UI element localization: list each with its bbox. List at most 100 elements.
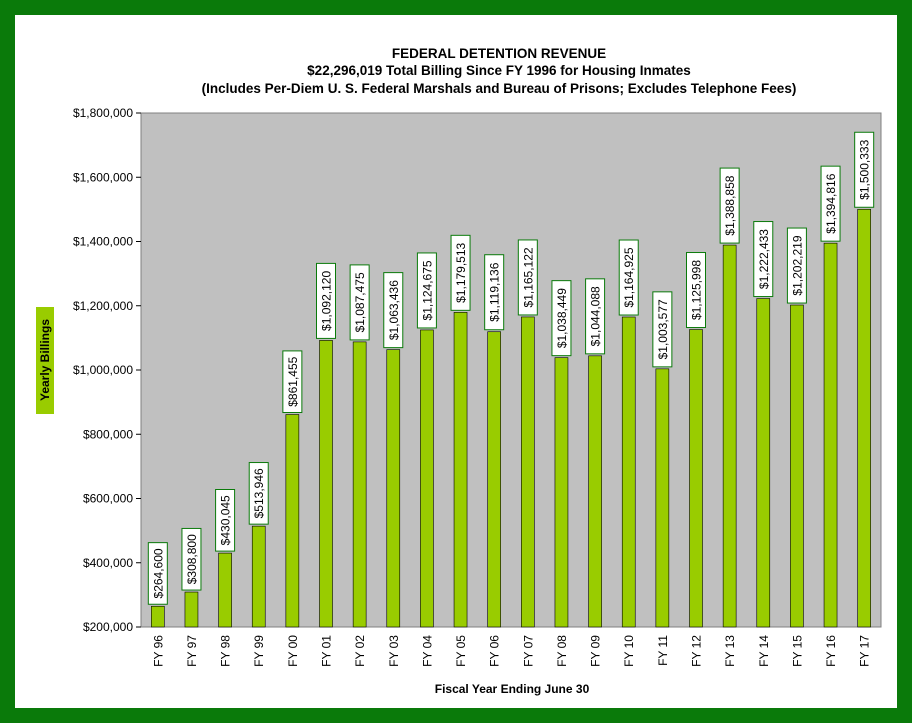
bar [251,525,266,628]
data-label-text: $1,500,333 [858,139,872,199]
data-label-text: $264,600 [151,548,165,598]
bar [823,242,838,628]
data-label-box [551,280,572,357]
x-tick-label: FY 17 [858,635,872,667]
y-tick-label: $400,000 [83,556,133,570]
data-label: $264,600 [147,542,168,605]
data-label-text: $1,003,577 [656,299,670,359]
data-label: $1,500,333 [854,131,875,208]
data-label: $1,124,675 [416,252,437,329]
y-axis-title: Yearly Billings [36,307,54,414]
x-tick-label: FY 08 [555,635,569,667]
x-tick-label: FY 10 [622,635,636,667]
data-label: $1,179,513 [450,234,471,311]
chart-subtitle: $22,296,019 Total Billing Since FY 1996 … [307,63,691,78]
data-label: $1,003,577 [652,291,673,368]
x-tick-label: FY 04 [420,635,434,667]
x-tick-label: FY 99 [252,635,266,667]
x-axis-categories: FY 96 FY 97 FY 98 FY 99 FY 00 FY 01 FY 02 FY 03… [151,635,871,667]
data-label: $1,038,449 [551,280,572,357]
bar [218,552,232,628]
bar [554,357,569,628]
x-tick-label: FY 98 [219,635,233,667]
bar [857,208,871,628]
data-label-box [585,278,606,355]
x-tick-label: FY 06 [488,635,502,667]
x-tick-label: FY 11 [656,635,670,666]
data-label-text: $1,092,120 [320,271,334,331]
data-label-text: $1,179,513 [454,242,468,302]
data-label-box [652,291,673,368]
data-label-text: $1,038,449 [555,288,569,348]
bar [151,605,165,628]
x-tick-label: FY 96 [151,635,165,667]
data-label: $430,045 [215,488,236,552]
bar [386,349,401,628]
data-label-box [147,542,168,605]
bar [352,341,367,628]
data-label-box [349,264,370,341]
bar [420,329,434,628]
data-label-box [753,221,774,298]
data-label: $1,394,816 [820,165,841,242]
data-label-box [248,462,269,525]
data-label-box [719,167,740,244]
data-label-box [450,234,471,311]
data-label-box [686,252,706,329]
data-label-text: $1,388,858 [723,175,737,235]
data-label-text: $1,164,925 [622,247,636,307]
bar [722,244,737,628]
data-label-text: $861,455 [286,356,300,406]
x-axis-title: Fiscal Year Ending June 30 [435,682,590,696]
data-label-text: $430,045 [219,495,233,545]
y-tick-label: $1,200,000 [73,299,133,313]
data-label: $1,202,219 [786,227,807,304]
x-tick-label: FY 14 [757,635,771,667]
bar [756,298,771,628]
bar [790,304,804,628]
bar [521,316,535,628]
data-label-text: $1,124,675 [420,260,434,320]
x-tick-label: FY 05 [454,635,468,667]
data-label: $1,125,998 [686,252,706,329]
y-axis-title-text: Yearly Billings [38,319,52,401]
data-label-box [383,272,404,349]
y-tick-label: $1,800,000 [73,106,133,120]
data-label-box [786,227,807,304]
data-label-text: $1,222,433 [757,229,771,289]
data-labels: $264,600 $308,800 $430,045 $513,946 $861,455… [147,131,875,605]
data-label: $1,044,088 [585,278,606,355]
x-tick-label: FY 09 [589,635,603,667]
data-label-box [854,131,875,208]
data-label-text: $1,087,475 [353,272,367,332]
data-label-text: $1,202,219 [790,235,804,295]
bar [184,591,199,628]
y-tick-label: $1,400,000 [73,235,133,249]
data-label-box [416,252,437,329]
x-tick-label: FY 13 [723,635,737,667]
data-label-text: $1,165,122 [521,247,535,307]
x-tick-label: FY 07 [521,635,535,667]
data-label: $1,164,925 [618,239,639,316]
data-label-box [484,254,505,331]
y-tick-label: $200,000 [83,620,133,634]
y-tick-label: $1,600,000 [73,170,133,184]
bar [621,316,636,628]
bar [487,331,501,628]
data-label-box [820,165,841,242]
data-label-box [316,262,336,339]
bar [655,368,670,628]
bar [285,414,300,628]
x-tick-label: FY 15 [790,635,804,667]
y-tick-label: $600,000 [83,492,133,506]
data-label: $1,087,475 [349,264,370,341]
x-tick-label: FY 16 [824,635,838,667]
x-tick-label: FY 01 [320,635,334,667]
data-label-box [618,239,639,316]
data-label-text: $1,125,998 [690,260,704,320]
x-tick-label: FY 00 [286,635,300,667]
data-label-text: $1,394,816 [824,173,838,233]
data-label: $513,946 [248,462,269,525]
data-label: $1,222,433 [753,221,774,298]
